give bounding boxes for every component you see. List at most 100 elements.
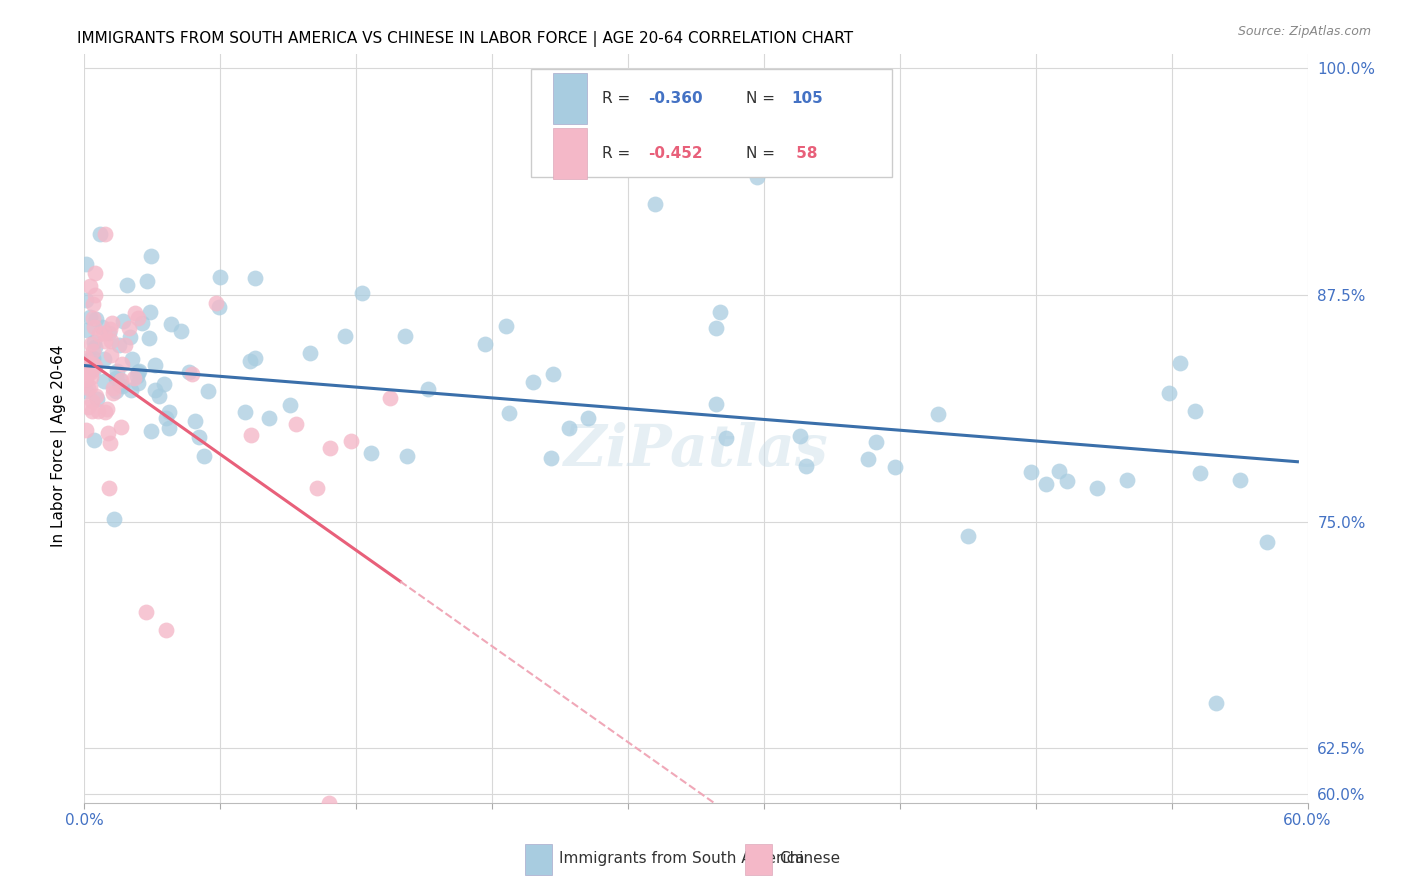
Point [97,326,120,340]
Point [83,340,105,354]
Point [83,359,105,373]
Point [93,326,115,340]
Point [747,169,769,184]
Point [1157,385,1180,400]
Point [181,367,204,381]
Point [243,271,266,285]
Point [416,383,439,397]
Point [111,357,134,371]
Point [83,335,105,350]
Point [101,381,124,395]
Point [103,512,125,526]
Point [84,389,107,403]
Point [97,426,120,441]
Point [89,227,111,241]
Point [83,434,105,448]
Point [179,365,201,379]
Point [239,354,262,368]
Point [233,405,256,419]
Point [86,392,108,406]
Point [76,323,98,337]
Point [83,319,105,334]
Point [125,368,148,383]
Point [350,286,373,301]
Point [541,367,564,381]
Point [98,481,121,495]
Point [498,406,520,420]
Point [76,400,98,414]
Point [644,197,666,211]
Point [79,351,101,366]
Point [394,329,416,343]
Point [319,441,342,455]
Point [299,346,322,360]
Point [160,317,183,331]
Point [82,344,104,359]
Point [138,331,160,345]
Point [1229,474,1251,488]
Text: ZiPatlas: ZiPatlas [564,423,828,479]
Text: Immigrants from South America: Immigrants from South America [560,852,804,866]
Point [94,334,117,348]
Point [856,451,879,466]
Point [576,411,599,425]
Point [1184,404,1206,418]
Bar [524,844,551,875]
Point [128,364,150,378]
Bar [553,128,588,178]
Point [884,459,907,474]
Point [157,421,180,435]
Point [79,379,101,393]
Point [183,413,205,427]
Text: IMMIGRANTS FROM SOUTH AMERICA VS CHINESE IN LABOR FORCE | AGE 20-64 CORRELATION : IMMIGRANTS FROM SOUTH AMERICA VS CHINESE… [77,31,853,47]
Point [714,431,737,445]
Point [136,274,159,288]
Point [957,529,980,543]
Point [108,373,131,387]
Point [80,394,103,409]
Point [120,329,142,343]
Text: Source: ZipAtlas.com: Source: ZipAtlas.com [1237,25,1371,38]
Point [75,351,97,366]
Point [124,305,146,319]
Point [96,401,118,416]
Point [75,257,97,271]
Point [77,356,100,370]
Point [139,305,162,319]
Point [193,449,215,463]
Point [93,351,115,366]
Point [93,404,115,418]
Point [124,370,146,384]
Text: N =: N = [747,91,780,106]
Text: R =: R = [602,91,636,106]
Point [115,277,138,292]
Point [143,359,166,373]
Point [188,429,211,443]
Point [100,334,122,349]
Point [318,796,340,810]
Point [104,371,127,385]
Point [82,310,104,325]
Text: -0.360: -0.360 [648,91,703,106]
Point [1019,465,1042,479]
Point [100,435,122,450]
Point [108,378,131,392]
Point [153,377,176,392]
Text: 58: 58 [792,145,818,161]
Point [105,364,128,378]
Point [118,321,141,335]
Point [335,329,357,343]
Point [121,351,143,366]
Point [1188,466,1211,480]
Point [1168,356,1191,370]
Point [927,407,949,421]
Point [82,351,104,365]
Point [127,365,149,379]
Point [257,411,280,425]
Point [79,278,101,293]
Point [135,605,157,619]
Point [243,351,266,365]
Point [1087,481,1109,495]
Point [704,397,727,411]
Text: R =: R = [602,145,636,161]
